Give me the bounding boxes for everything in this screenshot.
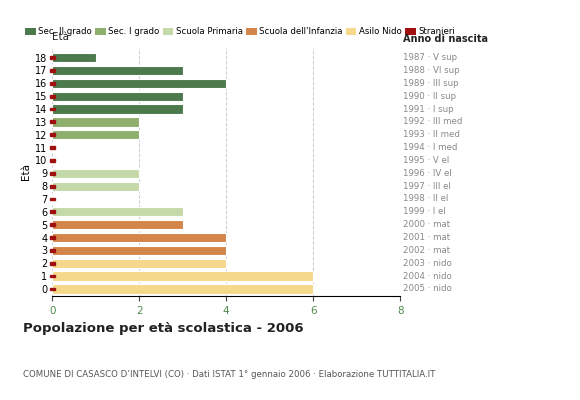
Text: 1993 · II med: 1993 · II med: [403, 130, 460, 139]
Text: 1994 · I med: 1994 · I med: [403, 143, 458, 152]
Text: Anno di nascita: Anno di nascita: [403, 34, 488, 44]
Bar: [52, 272, 313, 281]
Bar: [52, 246, 226, 255]
Text: 1988 · VI sup: 1988 · VI sup: [403, 66, 460, 75]
Bar: [52, 66, 183, 75]
Bar: [52, 117, 139, 126]
Text: COMUNE DI CASASCO D’INTELVI (CO) · Dati ISTAT 1° gennaio 2006 · Elaborazione TUT: COMUNE DI CASASCO D’INTELVI (CO) · Dati …: [23, 370, 436, 379]
Bar: [49, 185, 55, 188]
Bar: [52, 79, 226, 88]
Text: 1995 · V el: 1995 · V el: [403, 156, 450, 165]
Text: 2004 · nido: 2004 · nido: [403, 272, 452, 280]
Bar: [49, 56, 55, 59]
Text: 1987 · V sup: 1987 · V sup: [403, 53, 457, 62]
Bar: [49, 249, 55, 252]
Bar: [52, 220, 183, 229]
Bar: [52, 259, 226, 268]
Bar: [49, 223, 55, 226]
Text: 1990 · II sup: 1990 · II sup: [403, 92, 456, 101]
Bar: [49, 236, 55, 239]
Text: 1991 · I sup: 1991 · I sup: [403, 104, 454, 114]
Bar: [49, 172, 55, 175]
Text: Popolazione per età scolastica - 2006: Popolazione per età scolastica - 2006: [23, 322, 304, 335]
Bar: [49, 82, 55, 85]
Text: 2001 · mat: 2001 · mat: [403, 233, 450, 242]
Bar: [52, 207, 183, 216]
Text: Età: Età: [52, 32, 69, 42]
Legend: Sec. II grado, Sec. I grado, Scuola Primaria, Scuola dell'Infanzia, Asilo Nido, : Sec. II grado, Sec. I grado, Scuola Prim…: [25, 27, 455, 36]
Bar: [52, 284, 313, 294]
Text: 2005 · nido: 2005 · nido: [403, 284, 452, 294]
Text: 1996 · IV el: 1996 · IV el: [403, 169, 452, 178]
Text: 1992 · III med: 1992 · III med: [403, 117, 462, 126]
Bar: [52, 233, 226, 242]
Text: 1999 · I el: 1999 · I el: [403, 207, 446, 216]
Bar: [52, 130, 139, 139]
Bar: [52, 92, 183, 101]
Bar: [49, 210, 55, 213]
Text: 2002 · mat: 2002 · mat: [403, 246, 450, 255]
Bar: [49, 288, 55, 290]
Text: 2000 · mat: 2000 · mat: [403, 220, 450, 229]
Bar: [49, 275, 55, 278]
Text: 1989 · III sup: 1989 · III sup: [403, 79, 459, 88]
Bar: [49, 120, 55, 123]
Bar: [52, 53, 96, 62]
Text: 1998 · II el: 1998 · II el: [403, 194, 448, 204]
Bar: [49, 133, 55, 136]
Bar: [49, 69, 55, 72]
Bar: [49, 159, 55, 162]
Bar: [49, 95, 55, 98]
Bar: [52, 182, 139, 191]
Bar: [49, 146, 55, 149]
Y-axis label: Età: Età: [21, 164, 31, 180]
Bar: [49, 198, 55, 200]
Bar: [52, 169, 139, 178]
Bar: [52, 104, 183, 114]
Bar: [49, 262, 55, 265]
Text: 2003 · nido: 2003 · nido: [403, 259, 452, 268]
Text: 1997 · III el: 1997 · III el: [403, 182, 451, 191]
Bar: [49, 108, 55, 110]
